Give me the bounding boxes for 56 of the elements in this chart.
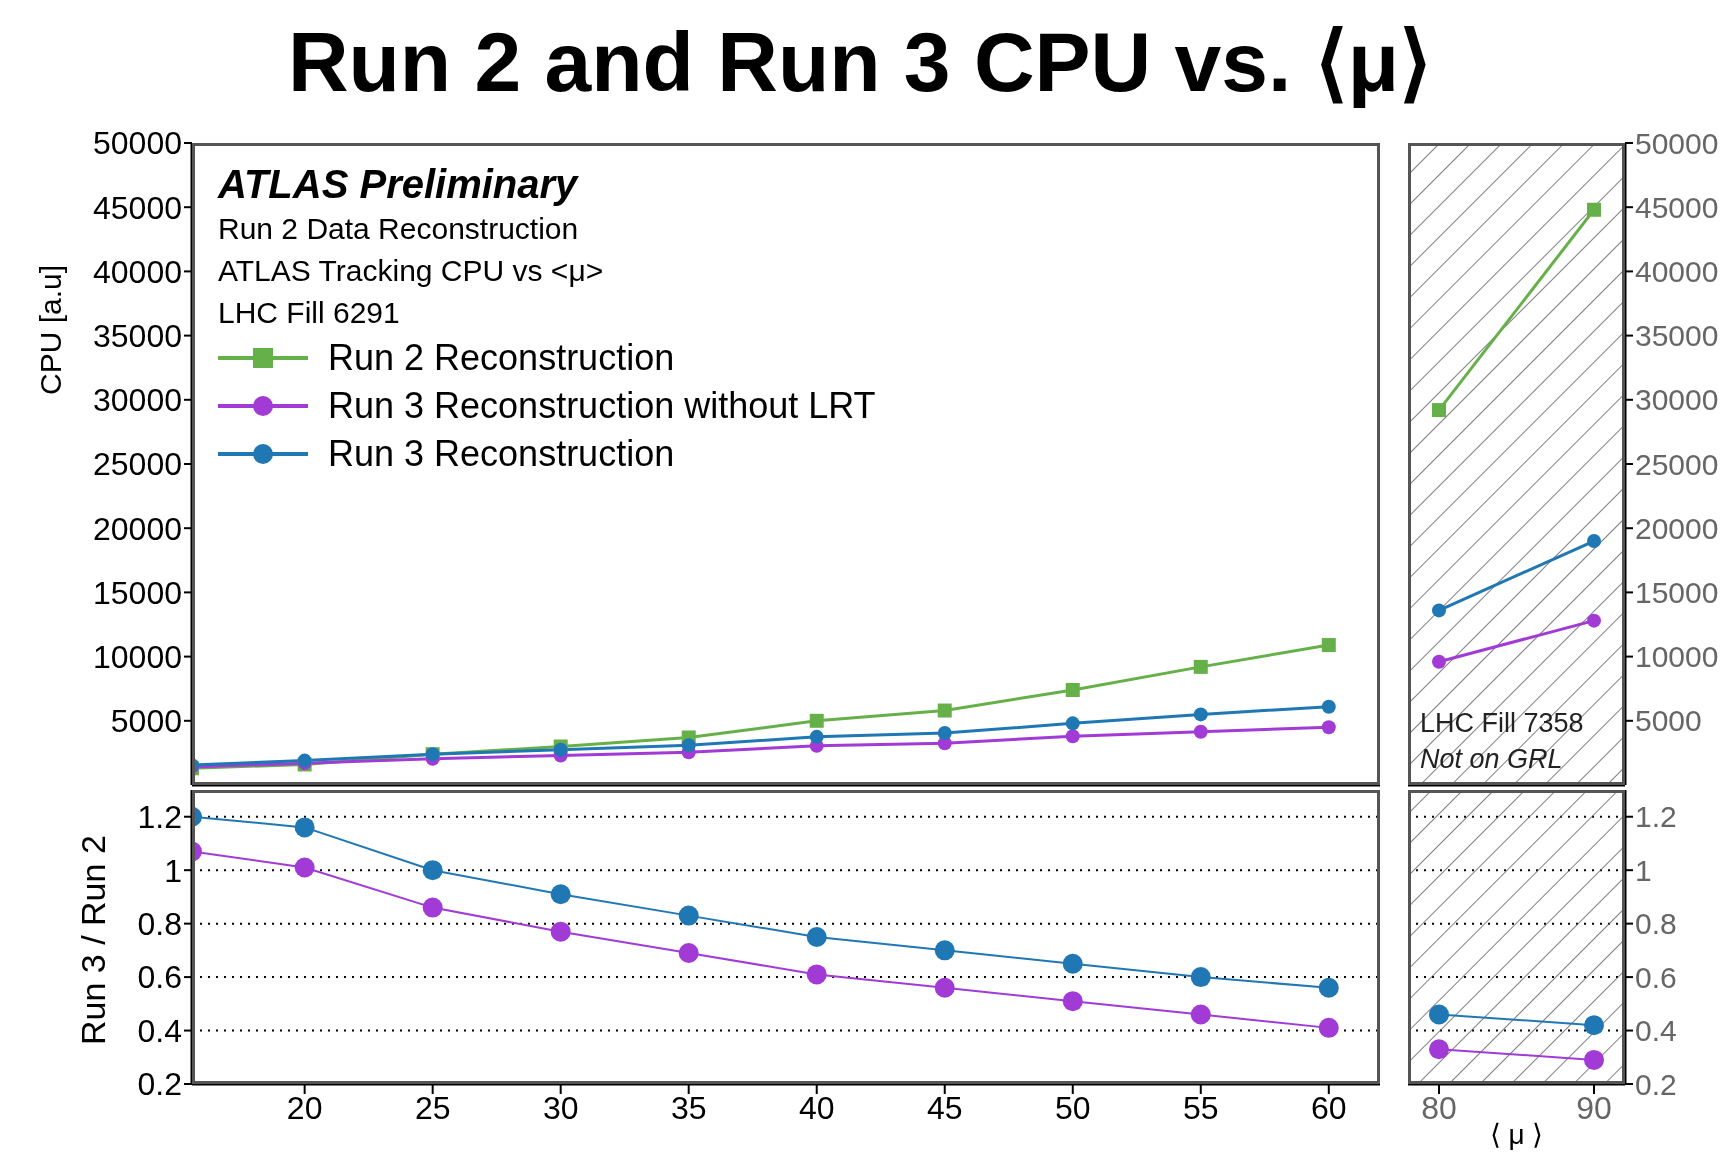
x-tick-label: 30 [542,1089,579,1126]
annotation: ATLAS Tracking CPU vs <μ> [218,253,605,289]
y-tick-label: 40000 [1635,255,1719,289]
annotation: Not on GRL [1420,743,1564,776]
y-tick-label: 45000 [93,189,182,226]
x-tick-label: 20 [286,1089,323,1126]
y-tick-label: 1.2 [137,799,182,836]
y-tick-label: 1 [164,852,182,889]
annotation: Run 2 Data Reconstruction [218,211,580,247]
y-tick-label: 15000 [1635,576,1719,610]
x-tick-label: 60 [1311,1089,1347,1126]
y-axis-title: Run 3 / Run 2 [74,835,112,1045]
y-tick-label: 0.4 [137,1012,182,1049]
x-tick-label: 35 [670,1089,707,1126]
y-tick-label: 0.6 [137,959,182,996]
y-tick-label: 40000 [93,253,182,290]
y-tick-label: 45000 [1635,190,1719,224]
y-tick-label: 1 [1635,853,1652,887]
x-tick-label: 45 [926,1089,963,1126]
x-tick-label: 55 [1182,1089,1219,1126]
y-tick-label: 20000 [1635,511,1719,545]
y-tick-label: 0.4 [1635,1014,1677,1048]
y-tick-label: 0.8 [1635,907,1677,941]
y-tick-label: 0.8 [137,906,182,942]
y-tick-label: 35000 [1635,319,1719,353]
y-tick-label: 30000 [1635,383,1719,417]
annotation: LHC Fill 6291 [218,295,401,331]
y-tick-label: 50000 [1635,126,1719,160]
y-axis-title: CPU [a.u] [34,264,67,395]
y-tick-label: 0.2 [1635,1067,1677,1101]
x-tick-label: 50 [1054,1089,1091,1126]
legend-label: Run 2 Reconstruction [328,336,675,380]
y-tick-label: 10000 [1635,640,1719,674]
y-tick-label: 15000 [93,574,182,611]
y-tick-label: 10000 [93,638,182,675]
legend-label: Run 3 Reconstruction [328,432,675,476]
y-tick-label: 25000 [1635,447,1719,481]
y-tick-label: 30000 [93,382,182,419]
y-tick-label: 0.2 [137,1066,182,1103]
y-tick-label: 5000 [110,703,182,740]
legend-label: Run 3 Reconstruction without LRT [328,384,876,428]
annotation: ATLAS Preliminary [218,161,580,208]
x-axis-title: ⟨ μ ⟩ [1489,1119,1544,1150]
x-tick-label: 90 [1576,1089,1612,1126]
chart-title: Run 2 and Run 3 CPU vs. ⟨μ⟩ [286,14,1434,111]
y-tick-label: 0.6 [1635,960,1677,994]
y-tick-label: 35000 [93,317,182,354]
y-tick-label: 5000 [1635,704,1702,738]
x-tick-label: 80 [1421,1089,1457,1126]
y-tick-label: 25000 [93,446,182,483]
y-tick-label: 20000 [93,510,182,547]
x-tick-label: 40 [798,1089,835,1126]
y-tick-label: 50000 [93,125,182,162]
x-tick-label: 25 [414,1089,451,1126]
y-tick-label: 1.2 [1635,800,1677,834]
annotation: LHC Fill 7358 [1420,707,1584,740]
